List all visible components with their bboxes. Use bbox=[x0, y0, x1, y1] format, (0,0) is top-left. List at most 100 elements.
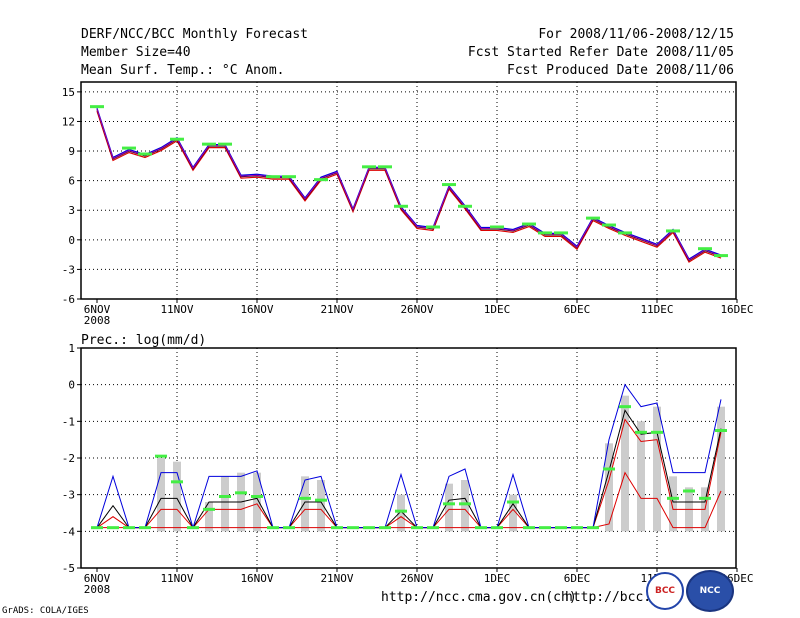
prec-bar bbox=[461, 480, 469, 532]
temp-marker bbox=[282, 175, 296, 179]
prec-bar bbox=[253, 472, 261, 532]
temp-marker bbox=[586, 216, 600, 220]
prec-marker bbox=[171, 480, 183, 484]
prec-bar bbox=[605, 443, 613, 532]
prec-ytick-label: -2 bbox=[62, 452, 75, 465]
prec-marker bbox=[507, 500, 519, 504]
prec-bar bbox=[397, 494, 405, 532]
prec-marker bbox=[683, 489, 695, 493]
prec-marker bbox=[411, 526, 423, 530]
temp-marker bbox=[442, 183, 456, 187]
prec-marker bbox=[539, 526, 551, 530]
temp-marker bbox=[138, 152, 152, 156]
temp-marker bbox=[266, 175, 280, 179]
prec-marker bbox=[283, 526, 295, 530]
prec-xtick-label: 6NOV bbox=[84, 572, 111, 585]
temp-marker bbox=[122, 146, 136, 150]
prec-bar bbox=[509, 494, 517, 532]
url-bcc[interactable]: http://bcc. bbox=[565, 590, 652, 605]
prec-bar bbox=[637, 421, 645, 532]
prec-marker bbox=[251, 495, 263, 498]
prec-marker bbox=[91, 526, 103, 530]
temp-xtick-label: 6DEC bbox=[564, 303, 591, 316]
temp-series-lower bbox=[96, 110, 722, 263]
prec-xtick-label: 1DEC bbox=[484, 572, 511, 585]
temp-marker bbox=[554, 231, 568, 235]
prec-bar bbox=[317, 480, 325, 532]
url-ncc[interactable]: http://ncc.cma.gov.cn(ch) bbox=[381, 590, 577, 605]
temp-marker bbox=[314, 178, 328, 182]
prec-marker bbox=[299, 496, 311, 500]
prec-marker bbox=[363, 526, 375, 530]
produced-date: Fcst Produced Date 2008/11/06 bbox=[507, 63, 734, 78]
prec-marker bbox=[635, 430, 647, 434]
temp-ytick-label: -6 bbox=[62, 293, 75, 306]
prec-marker bbox=[139, 526, 151, 530]
prec-marker bbox=[219, 495, 231, 498]
temp-xtick-label: 11NOV bbox=[160, 303, 193, 316]
temp-series-ensemble bbox=[96, 108, 722, 261]
temp-xtick-label: 21NOV bbox=[320, 303, 353, 316]
temp-marker bbox=[666, 229, 680, 233]
prec-ytick-label: 1 bbox=[68, 342, 75, 355]
prec-ytick-label: -1 bbox=[62, 415, 75, 428]
temp-marker bbox=[90, 105, 104, 109]
temp-marker bbox=[618, 231, 632, 235]
prec-marker bbox=[555, 526, 567, 530]
prec-marker bbox=[267, 526, 279, 530]
temp-xtick-label: 1DEC bbox=[484, 303, 511, 316]
start-date: Fcst Started Refer Date 2008/11/05 bbox=[467, 45, 734, 60]
prec-marker bbox=[123, 526, 135, 530]
temp-xtick-label: 11DEC bbox=[640, 303, 673, 316]
prec-bar bbox=[173, 461, 181, 532]
prec-marker bbox=[715, 429, 727, 432]
prec-ytick-label: -3 bbox=[62, 489, 75, 502]
temp-ytick-label: 6 bbox=[68, 175, 75, 188]
prec-title: Prec.: log(mm/d) bbox=[81, 333, 206, 348]
prec-marker bbox=[523, 526, 535, 530]
grads-credit: GrADS: COLA/IGES bbox=[2, 606, 89, 616]
temp-xtick-label: 6NOV bbox=[84, 303, 111, 316]
prec-ytick-label: -5 bbox=[62, 562, 75, 575]
temp-frame bbox=[80, 81, 737, 300]
prec-ytick-label: -4 bbox=[62, 525, 76, 538]
temp-ytick-label: 3 bbox=[68, 204, 75, 217]
prec-bar bbox=[445, 483, 453, 532]
prec-marker bbox=[427, 526, 439, 530]
prec-marker bbox=[571, 526, 583, 530]
bcc-logo: BCC bbox=[646, 572, 684, 610]
prec-year-label: 2008 bbox=[84, 583, 111, 596]
prec-bar bbox=[157, 458, 165, 532]
bcc-logo-text: BCC bbox=[654, 586, 676, 596]
prec-marker bbox=[667, 496, 679, 500]
prec-marker bbox=[587, 526, 599, 530]
temp-ytick-label: -3 bbox=[62, 263, 75, 276]
prec-marker bbox=[443, 502, 455, 506]
prec-marker bbox=[379, 526, 391, 530]
prec-marker bbox=[475, 526, 487, 530]
temp-ytick-label: 9 bbox=[68, 145, 75, 158]
temp-marker bbox=[378, 165, 392, 169]
prec-xtick-label: 6DEC bbox=[564, 572, 591, 585]
temp-series-mean bbox=[96, 109, 722, 262]
member-size: Member Size=40 bbox=[81, 45, 191, 60]
prec-series-lower bbox=[96, 418, 722, 529]
temp-marker bbox=[426, 225, 440, 229]
temp-marker bbox=[394, 204, 408, 208]
prec-marker bbox=[235, 491, 247, 495]
prec-bar bbox=[221, 476, 229, 532]
prec-marker bbox=[315, 498, 327, 502]
chart-title: DERF/NCC/BCC Monthly Forecast bbox=[81, 27, 308, 42]
prec-frame bbox=[80, 347, 737, 569]
temp-ytick-label: 0 bbox=[68, 234, 75, 247]
prec-marker bbox=[107, 526, 119, 530]
prec-xtick-label: 11NOV bbox=[160, 572, 193, 585]
temp-marker bbox=[714, 254, 728, 258]
prec-bar bbox=[717, 406, 725, 532]
prec-series-min bbox=[97, 471, 722, 529]
temp-marker bbox=[218, 142, 232, 146]
prec-series-upper bbox=[96, 383, 722, 530]
temp-xtick-label: 26NOV bbox=[400, 303, 433, 316]
temp-ytick-label: 12 bbox=[62, 115, 75, 128]
